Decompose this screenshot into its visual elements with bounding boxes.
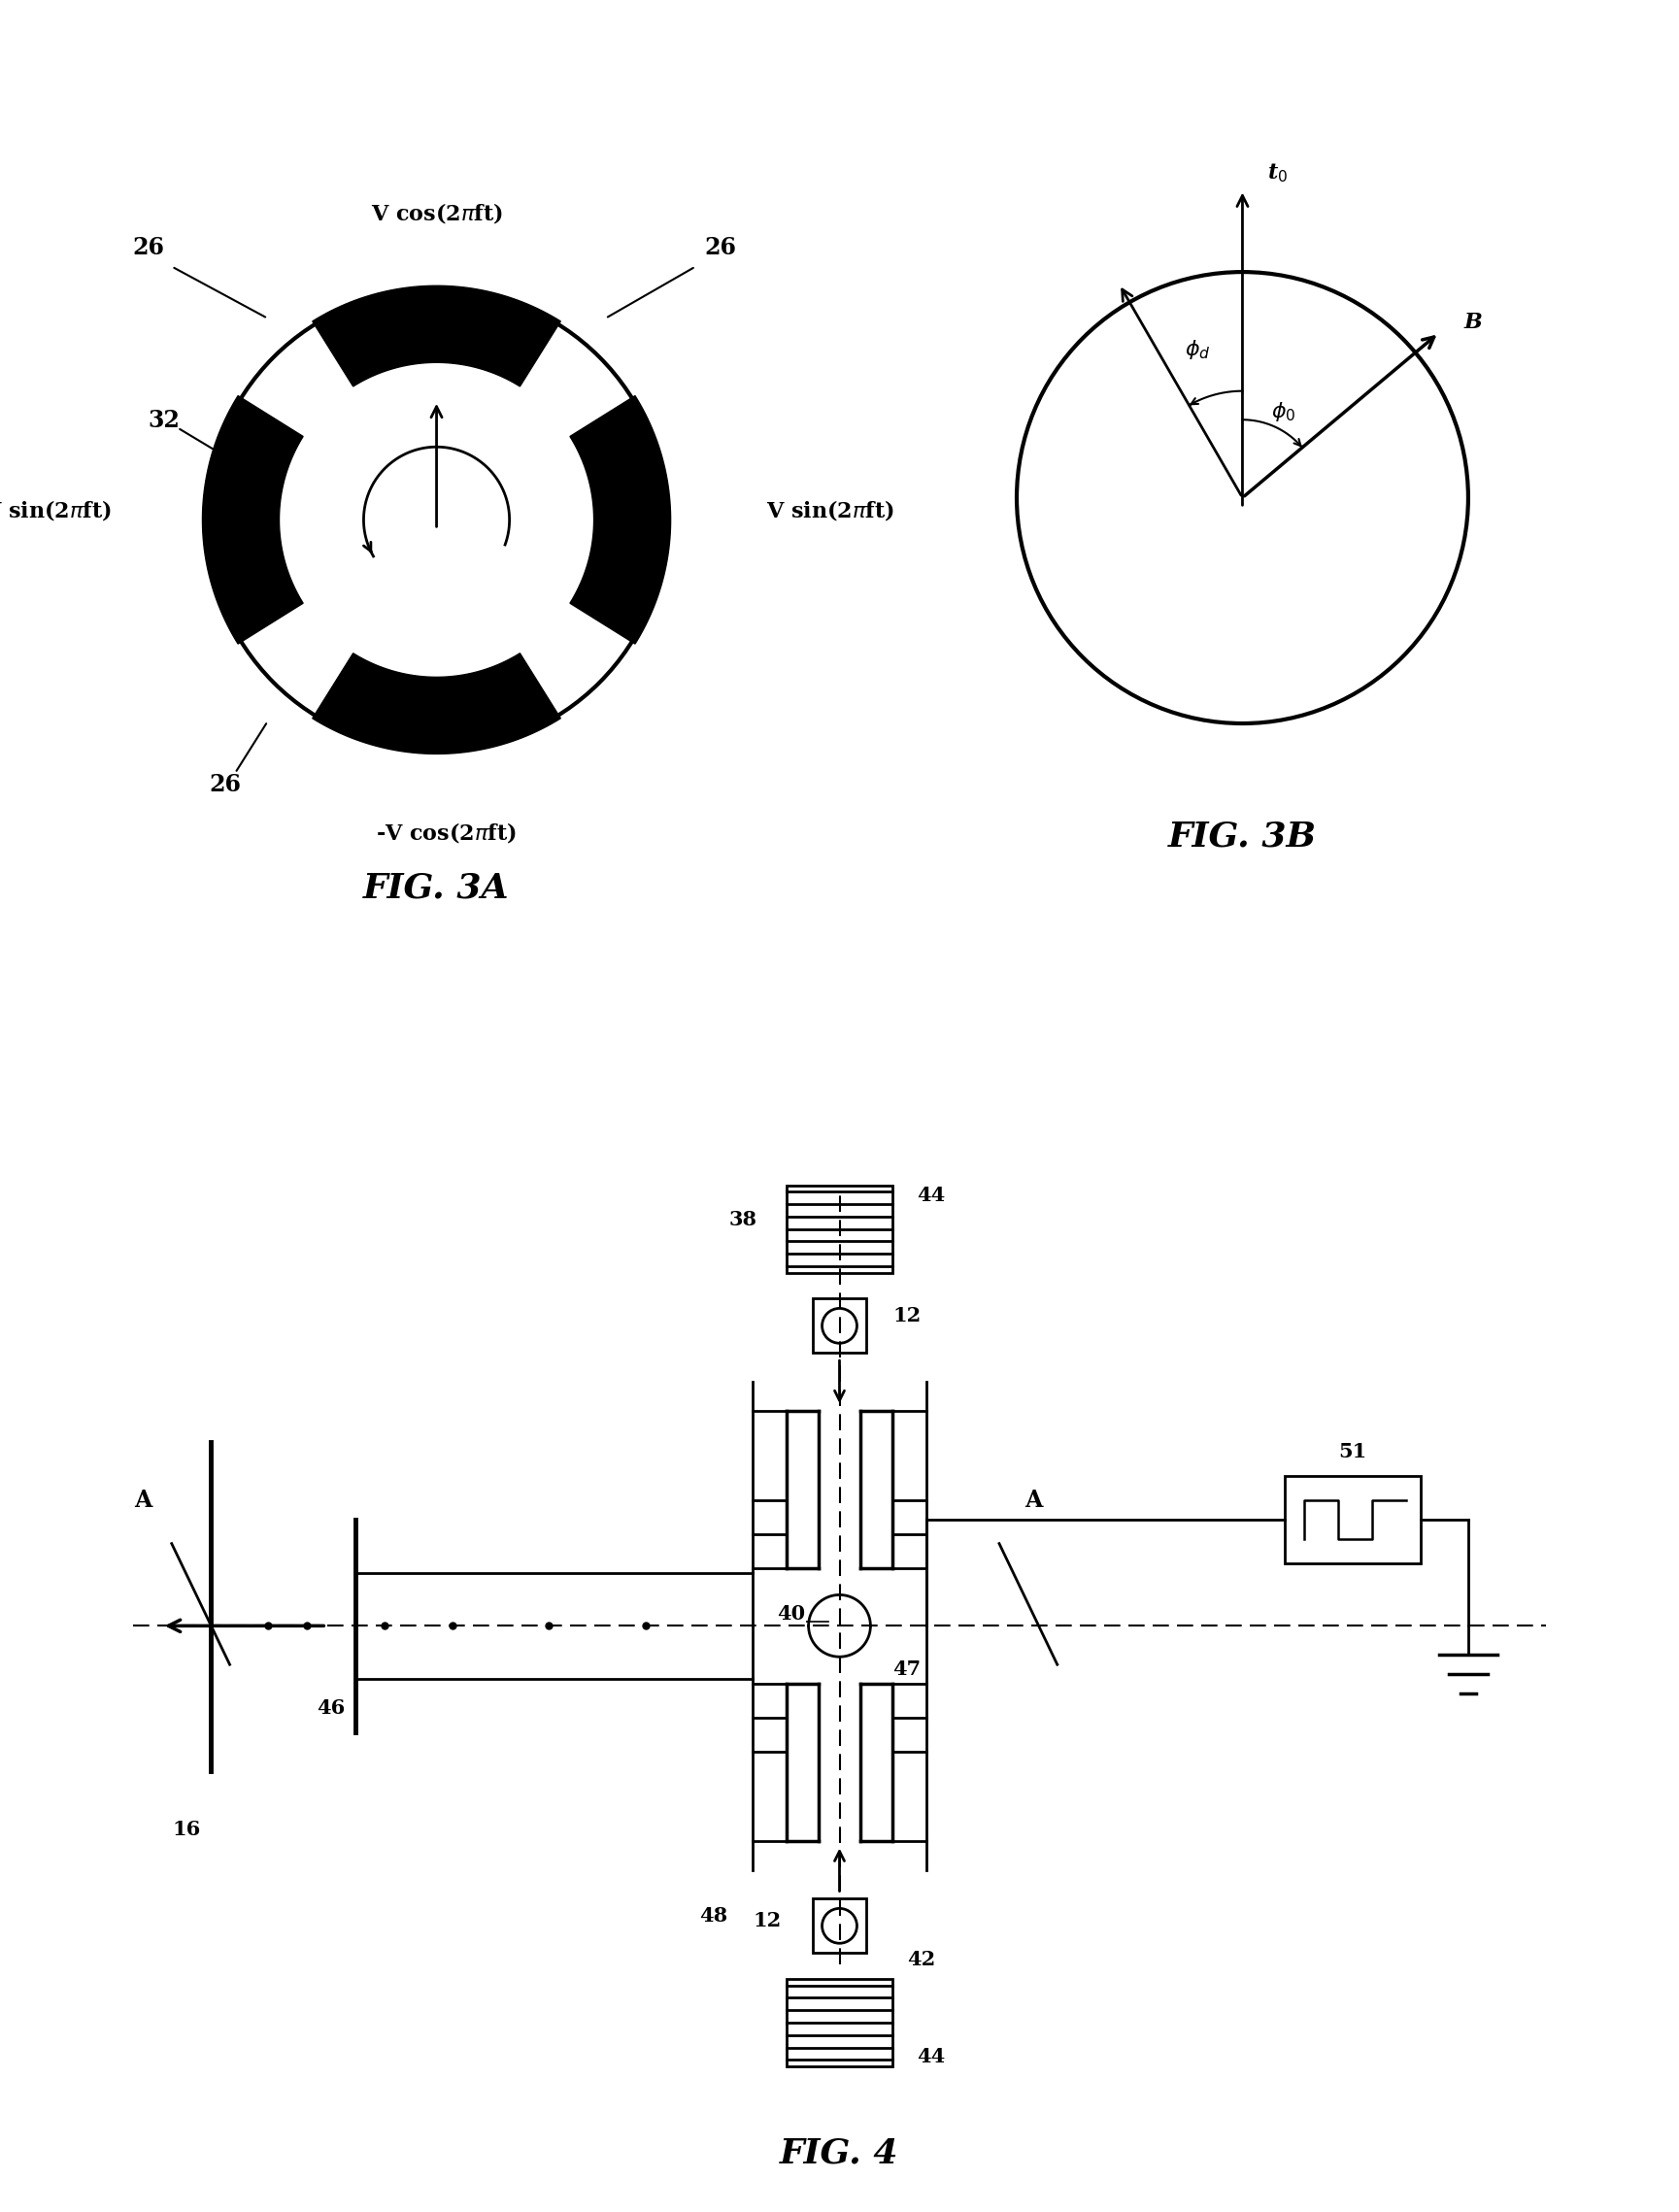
Text: FIG. 3B: FIG. 3B bbox=[1169, 821, 1316, 854]
Text: V cos(2$\pi$ft): V cos(2$\pi$ft) bbox=[371, 201, 502, 226]
Text: t$_0$: t$_0$ bbox=[1268, 161, 1288, 186]
Text: V sin(2$\pi$ft): V sin(2$\pi$ft) bbox=[766, 498, 893, 522]
Text: FIG. 3A: FIG. 3A bbox=[363, 872, 510, 905]
Text: A: A bbox=[1024, 1489, 1043, 1511]
Text: 32: 32 bbox=[148, 409, 180, 431]
Bar bbox=[1284, 1475, 1420, 1564]
Text: -V sin(2$\pi$ft): -V sin(2$\pi$ft) bbox=[0, 498, 111, 522]
Text: 44: 44 bbox=[917, 1186, 945, 1206]
Text: 47: 47 bbox=[893, 1659, 922, 1679]
Polygon shape bbox=[312, 285, 561, 387]
Text: 16: 16 bbox=[171, 1818, 200, 1838]
Text: 12: 12 bbox=[893, 1307, 922, 1325]
Text: -V cos(2$\pi$ft): -V cos(2$\pi$ft) bbox=[376, 821, 517, 845]
Text: 38: 38 bbox=[729, 1210, 757, 1230]
Text: $\phi_0$: $\phi_0$ bbox=[1271, 400, 1296, 422]
Text: 26: 26 bbox=[210, 772, 242, 796]
Text: 46: 46 bbox=[317, 1699, 346, 1719]
Polygon shape bbox=[569, 396, 670, 644]
Text: A: A bbox=[134, 1489, 151, 1511]
Text: 42: 42 bbox=[907, 1951, 935, 1969]
Text: 26: 26 bbox=[133, 237, 165, 259]
Polygon shape bbox=[312, 653, 561, 754]
Text: B: B bbox=[1464, 312, 1483, 334]
Text: $\phi_d$: $\phi_d$ bbox=[1184, 338, 1211, 361]
Text: 44: 44 bbox=[917, 2046, 945, 2066]
Bar bbox=[813, 1898, 866, 1953]
Bar bbox=[786, 1186, 893, 1272]
Text: 48: 48 bbox=[700, 1907, 727, 1927]
Text: 51: 51 bbox=[1338, 1442, 1367, 1462]
Text: FIG. 4: FIG. 4 bbox=[781, 2137, 898, 2170]
Bar bbox=[813, 1298, 866, 1354]
Polygon shape bbox=[203, 396, 304, 644]
Text: 26: 26 bbox=[705, 237, 737, 259]
Text: 40: 40 bbox=[777, 1604, 806, 1624]
Bar bbox=[786, 1980, 893, 2066]
Text: 12: 12 bbox=[752, 1911, 781, 1931]
